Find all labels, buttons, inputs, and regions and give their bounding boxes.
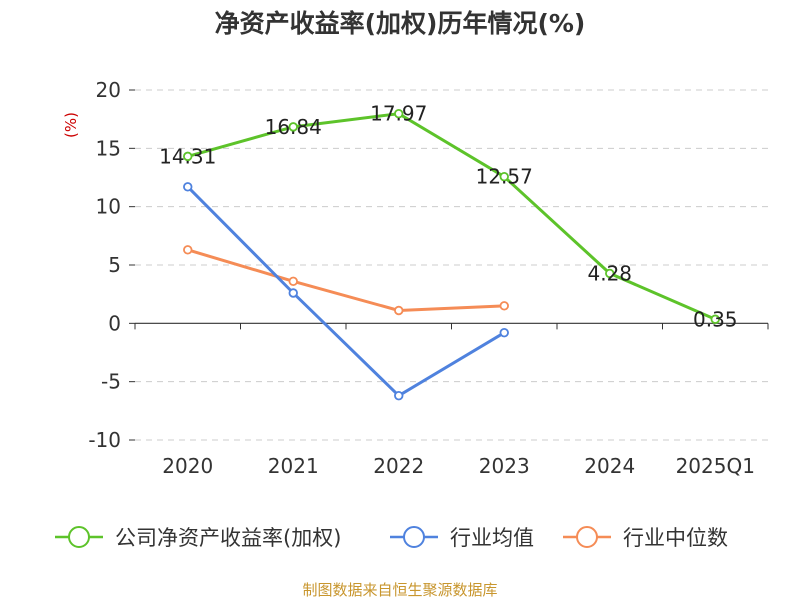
x-tick-label: 2025Q1 [676,454,755,478]
series-line-1 [186,185,506,398]
y-tick-label: 0 [108,311,121,335]
x-tick-label: 2021 [268,454,319,478]
chart-title: 净资产收益率(加权)历年情况(%) [215,9,586,38]
y-tick-label: 15 [96,136,121,160]
series-line-2 [187,248,505,312]
x-tick-label: 2022 [373,454,424,478]
series-lines [183,108,720,401]
legend-marker [403,526,425,548]
data-point [288,122,298,132]
data-point [183,182,193,192]
data-label: 4.28 [587,261,632,285]
data-label: 16.84 [265,115,322,139]
data-labels: 14.31 16.84 17.97 12.57 4.28 0.35 [159,102,737,332]
grid-lines [135,89,768,441]
x-tick-label: 2023 [479,454,530,478]
data-label: 14.31 [159,144,216,168]
data-point [499,171,509,182]
legend-marker [68,526,90,548]
data-point [288,288,298,298]
axes: 20 15 10 5 0 -5 -10 2020 2021 2022 2023 2024 2025Q1 [88,78,769,478]
legend-label: 行业中位数 [623,526,728,550]
data-point [394,390,404,401]
data-point [499,301,509,311]
x-tick-label: 2020 [162,454,213,478]
data-point [710,314,720,324]
data-label: 0.35 [693,307,738,331]
data-point [499,327,509,338]
y-tick-label: 5 [108,253,121,277]
data-point [605,268,615,279]
legend: 公司净资产收益率(加权) 行业均值 行业中位数 [55,526,728,550]
x-tick-label: 2024 [584,454,635,478]
legend-item-2[interactable]: 行业中位数 [563,526,728,550]
legend-label: 公司净资产收益率(加权) [115,526,341,550]
data-point [288,276,298,287]
source-note: 制图数据来自恒生聚源数据库 [302,581,497,599]
legend-marker [576,526,598,548]
y-tick-label: -5 [101,370,121,394]
data-point [394,108,404,119]
y-tick-label: 10 [96,195,121,219]
data-point [183,151,193,162]
legend-item-1[interactable]: 行业均值 [390,526,534,550]
legend-item-0[interactable]: 公司净资产收益率(加权) [55,526,341,550]
series-line-0 [187,112,716,321]
y-axis-unit-label: (%) [62,112,80,138]
y-tick-label: 20 [96,78,121,102]
y-tick-label: -10 [88,428,121,452]
legend-label: 行业均值 [450,526,534,550]
data-point [394,305,404,316]
data-label: 12.57 [476,165,533,189]
data-point [183,245,193,255]
data-label: 17.97 [370,102,427,126]
